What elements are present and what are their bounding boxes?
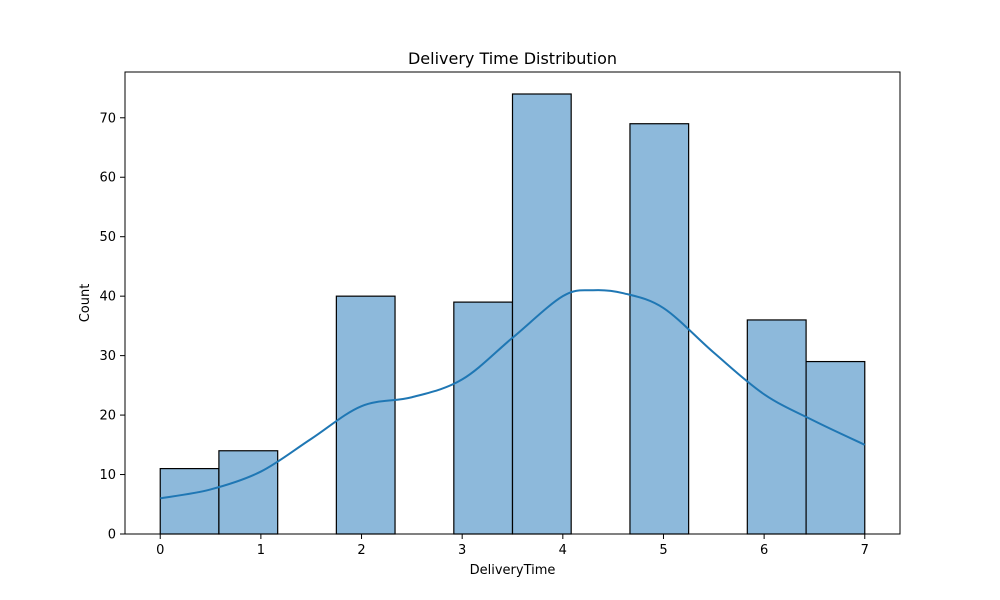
y-tick-label: 30 (99, 349, 116, 364)
x-tick-label: 7 (861, 543, 869, 558)
y-tick-label: 50 (99, 230, 116, 245)
histogram-bar-0 (159, 467, 220, 535)
y-tick-label: 0 (108, 528, 116, 543)
x-tick-label: 4 (559, 543, 567, 558)
histogram-bar-6 (511, 93, 572, 535)
x-tick-label: 5 (659, 543, 667, 558)
kde-curve (160, 289, 866, 500)
histogram-bar-10 (746, 319, 807, 535)
chart-title: Delivery Time Distribution (408, 49, 617, 68)
x-tick-label: 0 (156, 543, 164, 558)
plot-frame (124, 71, 901, 535)
y-axis-ticks: 0 10 20 30 40 50 60 70 (99, 111, 125, 543)
x-tick-label: 2 (357, 543, 365, 558)
histogram-bars (159, 93, 866, 535)
y-tick-label: 40 (99, 290, 116, 305)
y-tick-label: 20 (99, 409, 116, 424)
y-tick-label: 60 (99, 171, 116, 186)
y-tick-label: 10 (99, 468, 116, 483)
histogram-bar-5 (453, 301, 514, 535)
histogram-bar-1 (218, 450, 279, 535)
y-axis-label: Count (78, 284, 93, 323)
x-tick-label: 6 (760, 543, 768, 558)
histogram-bar-8 (629, 123, 690, 535)
x-tick-label: 3 (458, 543, 466, 558)
x-axis-ticks: 0 1 2 3 4 5 6 7 (156, 534, 869, 558)
histogram-bar-11 (805, 360, 866, 535)
y-tick-label: 70 (99, 111, 116, 126)
x-tick-label: 1 (257, 543, 265, 558)
x-axis-label: DeliveryTime (470, 563, 556, 578)
